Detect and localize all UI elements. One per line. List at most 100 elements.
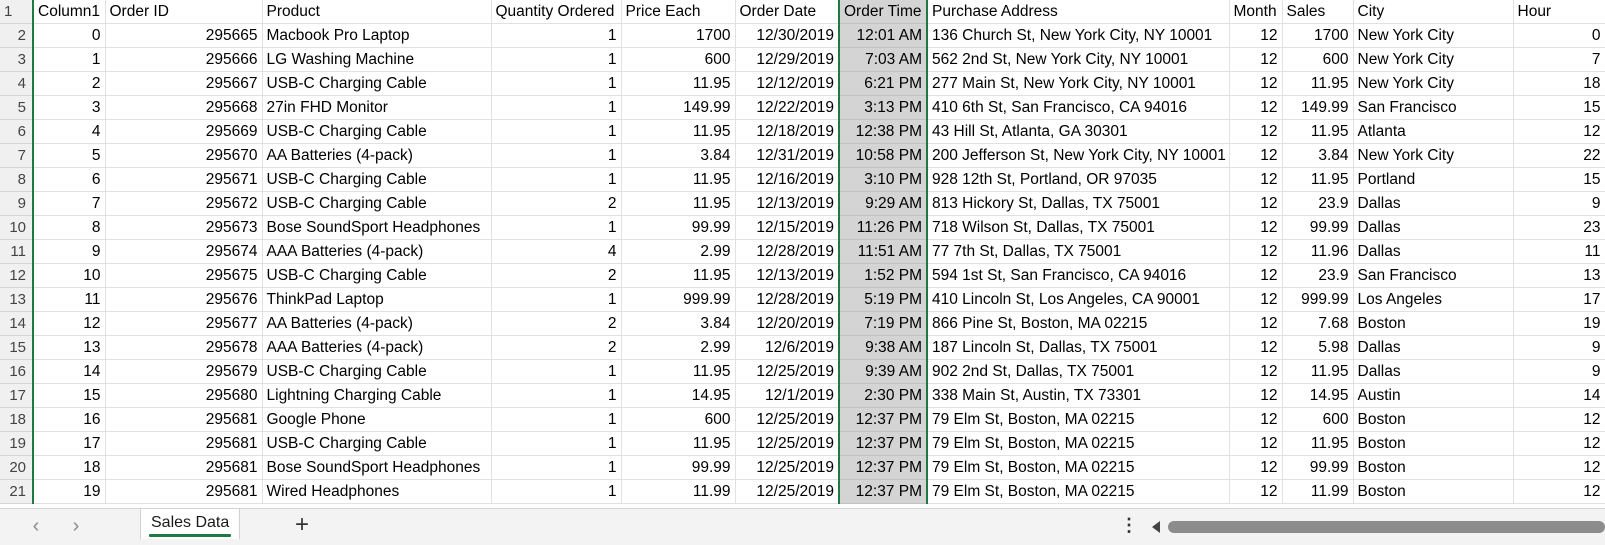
- table-cell[interactable]: 7.68: [1282, 311, 1354, 336]
- table-cell[interactable]: 295665: [105, 23, 263, 48]
- table-cell[interactable]: 11.95: [621, 431, 736, 456]
- table-cell[interactable]: Lightning Charging Cable: [262, 383, 492, 408]
- row-header[interactable]: 14: [0, 311, 34, 336]
- table-cell[interactable]: Los Angeles: [1353, 287, 1514, 312]
- table-cell[interactable]: New York City: [1353, 71, 1514, 96]
- table-cell[interactable]: San Francisco: [1353, 263, 1514, 288]
- table-cell[interactable]: LG Washing Machine: [262, 47, 492, 72]
- table-cell[interactable]: 1: [491, 359, 622, 384]
- table-cell[interactable]: USB-C Charging Cable: [262, 167, 492, 192]
- table-cell[interactable]: 999.99: [621, 287, 736, 312]
- table-cell[interactable]: 1: [491, 47, 622, 72]
- table-cell[interactable]: 18: [33, 455, 106, 480]
- table-cell[interactable]: 19: [33, 479, 106, 504]
- column-header-cell[interactable]: Hour: [1513, 0, 1605, 24]
- table-cell[interactable]: 187 Lincoln St, Dallas, TX 75001: [927, 335, 1230, 360]
- row-header[interactable]: 11: [0, 239, 34, 264]
- table-cell[interactable]: 295680: [105, 383, 263, 408]
- table-cell[interactable]: 22: [1513, 143, 1605, 168]
- spreadsheet-grid[interactable]: 1 Column1 Order ID Product Quantity Ordered P…: [0, 0, 1605, 508]
- table-cell[interactable]: 9: [1513, 335, 1605, 360]
- table-cell[interactable]: 7:19 PM: [838, 311, 928, 336]
- table-cell[interactable]: 410 6th St, San Francisco, CA 94016: [927, 95, 1230, 120]
- table-cell[interactable]: 9:39 AM: [838, 359, 928, 384]
- table-cell[interactable]: 3.84: [621, 143, 736, 168]
- table-cell[interactable]: USB-C Charging Cable: [262, 359, 492, 384]
- table-cell[interactable]: 79 Elm St, Boston, MA 02215: [927, 431, 1230, 456]
- table-cell[interactable]: AAA Batteries (4-pack): [262, 239, 492, 264]
- scroll-left-arrow-icon[interactable]: [1152, 521, 1160, 533]
- table-cell[interactable]: 23.9: [1282, 191, 1354, 216]
- table-cell[interactable]: 1: [491, 119, 622, 144]
- table-cell[interactable]: 12: [1513, 479, 1605, 504]
- table-cell[interactable]: 23.9: [1282, 263, 1354, 288]
- table-cell[interactable]: 295681: [105, 407, 263, 432]
- row-header[interactable]: 2: [0, 23, 34, 48]
- table-cell[interactable]: 295675: [105, 263, 263, 288]
- table-cell[interactable]: 149.99: [621, 95, 736, 120]
- table-cell[interactable]: 14.95: [621, 383, 736, 408]
- column-header-cell[interactable]: Purchase Address: [927, 0, 1230, 24]
- row-header[interactable]: 13: [0, 287, 34, 312]
- table-cell[interactable]: 12: [1229, 71, 1283, 96]
- table-cell[interactable]: 12:38 PM: [838, 119, 928, 144]
- table-cell[interactable]: 277 Main St, New York City, NY 10001: [927, 71, 1230, 96]
- table-cell[interactable]: 11:26 PM: [838, 215, 928, 240]
- table-cell[interactable]: 8: [33, 215, 106, 240]
- table-cell[interactable]: 11.99: [1282, 479, 1354, 504]
- table-cell[interactable]: 12: [1229, 407, 1283, 432]
- table-cell[interactable]: 12: [1513, 431, 1605, 456]
- table-cell[interactable]: 12: [1229, 455, 1283, 480]
- row-header[interactable]: 17: [0, 383, 34, 408]
- column-header-cell[interactable]: Order Time: [838, 0, 928, 24]
- table-cell[interactable]: 718 Wilson St, Dallas, TX 75001: [927, 215, 1230, 240]
- table-cell[interactable]: 928 12th St, Portland, OR 97035: [927, 167, 1230, 192]
- table-cell[interactable]: 11.95: [621, 119, 736, 144]
- row-header[interactable]: 7: [0, 143, 34, 168]
- row-header[interactable]: 18: [0, 407, 34, 432]
- table-cell[interactable]: 12/12/2019: [735, 71, 840, 96]
- table-cell[interactable]: 12/25/2019: [735, 359, 840, 384]
- table-cell[interactable]: 17: [33, 431, 106, 456]
- table-cell[interactable]: Bose SoundSport Headphones: [262, 215, 492, 240]
- row-header[interactable]: 19: [0, 431, 34, 456]
- table-cell[interactable]: 902 2nd St, Dallas, TX 75001: [927, 359, 1230, 384]
- table-cell[interactable]: Dallas: [1353, 335, 1514, 360]
- row-header[interactable]: 12: [0, 263, 34, 288]
- table-cell[interactable]: 295673: [105, 215, 263, 240]
- table-cell[interactable]: 594 1st St, San Francisco, CA 94016: [927, 263, 1230, 288]
- table-cell[interactable]: 11.95: [1282, 167, 1354, 192]
- scrollbar-thumb[interactable]: [1168, 521, 1605, 533]
- table-cell[interactable]: 12: [1229, 191, 1283, 216]
- table-cell[interactable]: 1: [491, 143, 622, 168]
- table-cell[interactable]: 295679: [105, 359, 263, 384]
- row-header[interactable]: 15: [0, 335, 34, 360]
- table-cell[interactable]: 11.95: [621, 167, 736, 192]
- table-cell[interactable]: 2: [491, 191, 622, 216]
- table-cell[interactable]: Macbook Pro Laptop: [262, 23, 492, 48]
- table-cell[interactable]: 600: [1282, 407, 1354, 432]
- table-cell[interactable]: 12: [1229, 47, 1283, 72]
- row-header[interactable]: 20: [0, 455, 34, 480]
- table-cell[interactable]: 12: [1229, 335, 1283, 360]
- table-cell[interactable]: 200 Jefferson St, New York City, NY 1000…: [927, 143, 1230, 168]
- table-cell[interactable]: 12/20/2019: [735, 311, 840, 336]
- table-cell[interactable]: 79 Elm St, Boston, MA 02215: [927, 455, 1230, 480]
- column-header-cell[interactable]: Month: [1229, 0, 1283, 24]
- row-header[interactable]: 8: [0, 167, 34, 192]
- table-cell[interactable]: 99.99: [1282, 455, 1354, 480]
- table-cell[interactable]: 295672: [105, 191, 263, 216]
- table-cell[interactable]: 6:21 PM: [838, 71, 928, 96]
- table-cell[interactable]: Dallas: [1353, 359, 1514, 384]
- table-cell[interactable]: Bose SoundSport Headphones: [262, 455, 492, 480]
- row-header[interactable]: 6: [0, 119, 34, 144]
- table-cell[interactable]: 999.99: [1282, 287, 1354, 312]
- table-cell[interactable]: 12/30/2019: [735, 23, 840, 48]
- table-cell[interactable]: 12/22/2019: [735, 95, 840, 120]
- table-cell[interactable]: 410 Lincoln St, Los Angeles, CA 90001: [927, 287, 1230, 312]
- table-cell[interactable]: 1700: [621, 23, 736, 48]
- table-cell[interactable]: 1: [491, 23, 622, 48]
- table-cell[interactable]: Dallas: [1353, 215, 1514, 240]
- table-cell[interactable]: 7: [33, 191, 106, 216]
- table-cell[interactable]: USB-C Charging Cable: [262, 191, 492, 216]
